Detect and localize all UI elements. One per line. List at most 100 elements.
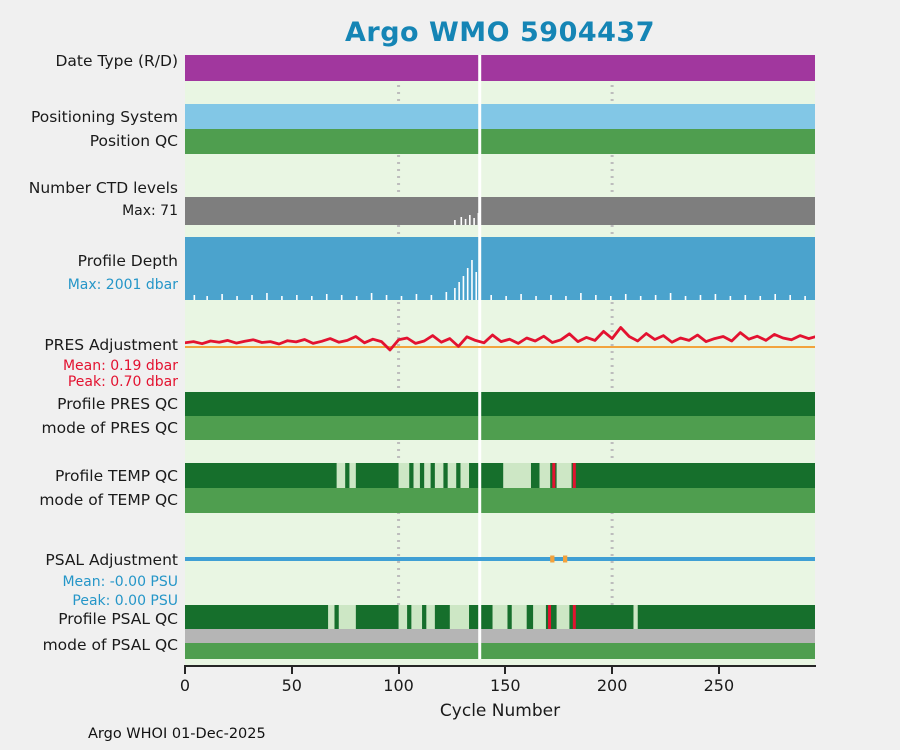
qc-segment-profile-psal-qc [411, 605, 423, 629]
x-tick-label: 200 [596, 676, 628, 695]
bar-tick-profile-depth [400, 296, 403, 300]
figure-title: Argo WMO 5904437 [345, 17, 655, 48]
x-tick-label: 50 [281, 676, 302, 695]
bar-tick-profile-depth [789, 295, 791, 300]
row-sublabel-pres-adjustment-1: Peak: 0.70 dbar [67, 374, 178, 390]
bar-tick-profile-depth [595, 295, 597, 300]
qc-segment-profile-temp-qc [349, 463, 356, 488]
row-label-mode-psal-qc: mode of PSAL QC [42, 636, 178, 654]
x-tick-label: 100 [383, 676, 414, 695]
qc-segment-profile-psal-qc [492, 605, 508, 629]
bar-tick-profile-depth [744, 295, 747, 300]
status-bar-ctd-levels [185, 197, 815, 225]
bar-tick-profile-depth [385, 295, 388, 300]
qc-segment-profile-temp-qc [434, 463, 444, 488]
bar-tick-profile-depth [729, 296, 732, 300]
bar-tick-profile-depth [296, 295, 298, 300]
bar-tick-profile-depth [221, 294, 223, 300]
row-label-pres-adjustment: PRES Adjustment [44, 336, 178, 354]
bar-tick-profile-depth [774, 294, 777, 300]
qc-segment-profile-psal-qc [556, 605, 570, 629]
x-tick-label: 0 [179, 676, 191, 695]
bar-tick-ctd-levels [473, 218, 475, 225]
qc-segment-profile-psal-qc [572, 605, 576, 629]
row-label-column: Date Type (R/D) Positioning System Positio… [0, 0, 182, 750]
bar-tick-profile-depth [193, 295, 196, 300]
row-sublabel-ctd-levels-0: Max: 71 [122, 203, 178, 219]
qc-segment-profile-temp-qc [552, 463, 556, 488]
psal-adjustment-line [185, 557, 815, 561]
qc-segment-profile-temp-qc [572, 463, 576, 488]
qc-segment-profile-psal-qc [449, 605, 470, 629]
row-label-profile-psal-qc: Profile PSAL QC [58, 610, 178, 628]
bar-tick-profile-depth [445, 292, 448, 300]
plot-background [185, 55, 815, 665]
bar-tick-profile-depth [475, 272, 478, 300]
row-sublabel-profile-depth-0: Max: 2001 dbar [67, 277, 178, 293]
pres-adjustment-line [183, 326, 817, 352]
bar-tick-profile-depth [462, 276, 465, 300]
current-cycle-line [478, 55, 482, 659]
row-label-ctd-levels: Number CTD levels [28, 179, 178, 197]
qc-segment-profile-temp-qc [413, 463, 420, 488]
bar-tick-profile-depth [370, 293, 373, 300]
bar-tick-profile-depth [505, 296, 507, 300]
bar-tick-ctd-levels [464, 219, 467, 225]
bar-tick-profile-depth [550, 295, 552, 300]
bar-tick-profile-depth [355, 296, 358, 300]
qc-segment-profile-temp-qc [503, 463, 531, 488]
bar-tick-profile-depth [266, 293, 268, 300]
status-bar-positioning-system [185, 104, 815, 129]
bar-tick-profile-depth [624, 294, 627, 300]
bar-tick-profile-depth [430, 295, 433, 300]
qc-segment-profile-psal-qc [533, 605, 546, 629]
qc-segment-profile-psal-qc [633, 605, 638, 629]
bar-tick-profile-depth [490, 295, 492, 300]
qc-segment-profile-psal-qc [511, 605, 527, 629]
qc-segment-profile-temp-qc [336, 463, 346, 488]
bar-tick-profile-depth [565, 296, 567, 300]
bar-tick-ctd-levels [469, 215, 471, 225]
row-sublabel-psal-adjustment-1: Peak: 0.00 PSU [72, 593, 178, 609]
plot-canvas [183, 55, 817, 665]
status-bar-mode-psal-qc [185, 629, 815, 643]
bar-tick-profile-depth [639, 296, 642, 300]
bar-tick-profile-depth [535, 296, 537, 300]
bar-tick-profile-depth [206, 296, 208, 300]
row-label-position-qc: Position QC [89, 132, 178, 150]
bar-tick-profile-depth [471, 260, 473, 300]
x-tick-mark [611, 667, 614, 674]
qc-segment-profile-temp-qc [424, 463, 431, 488]
bar-tick-profile-depth [520, 294, 522, 300]
x-tick-mark [397, 667, 400, 674]
qc-segment-profile-temp-qc [556, 463, 572, 488]
row-label-profile-pres-qc: Profile PRES QC [57, 395, 178, 413]
qc-segment-profile-psal-qc [338, 605, 356, 629]
bar-tick-profile-depth [714, 294, 717, 300]
qc-segment-profile-temp-qc [398, 463, 410, 488]
status-bar-profile-pres-qc [185, 392, 815, 416]
bar-tick-ctd-levels [460, 217, 463, 225]
qc-segment-profile-psal-qc [398, 605, 408, 629]
row-sublabel-pres-adjustment-0: Mean: 0.19 dbar [62, 358, 178, 374]
bar-tick-profile-depth [804, 296, 806, 300]
row-sublabel-psal-adjustment-0: Mean: -0.00 PSU [62, 574, 178, 590]
bar-tick-profile-depth [669, 293, 672, 300]
qc-segment-profile-psal-qc [426, 605, 435, 629]
bar-tick-profile-depth [609, 296, 612, 300]
bar-tick-profile-depth [325, 294, 328, 300]
status-bar-mode-psal-qc [185, 643, 815, 659]
x-tick-label: 250 [703, 676, 735, 695]
row-label-psal-adjustment: PSAL Adjustment [45, 551, 178, 569]
bar-tick-profile-depth [281, 296, 283, 300]
bar-tick-profile-depth [580, 293, 582, 300]
attribution-text: Argo WHOI 01-Dec-2025 [88, 726, 266, 742]
x-axis-line [184, 665, 816, 667]
status-bar-profile-temp-qc [185, 463, 815, 488]
bar-tick-profile-depth [759, 296, 762, 300]
psal-orange-tick [563, 555, 568, 563]
status-bar-profile-depth [185, 237, 815, 300]
row-label-mode-pres-qc: mode of PRES QC [41, 419, 178, 437]
bar-tick-profile-depth [684, 296, 687, 300]
